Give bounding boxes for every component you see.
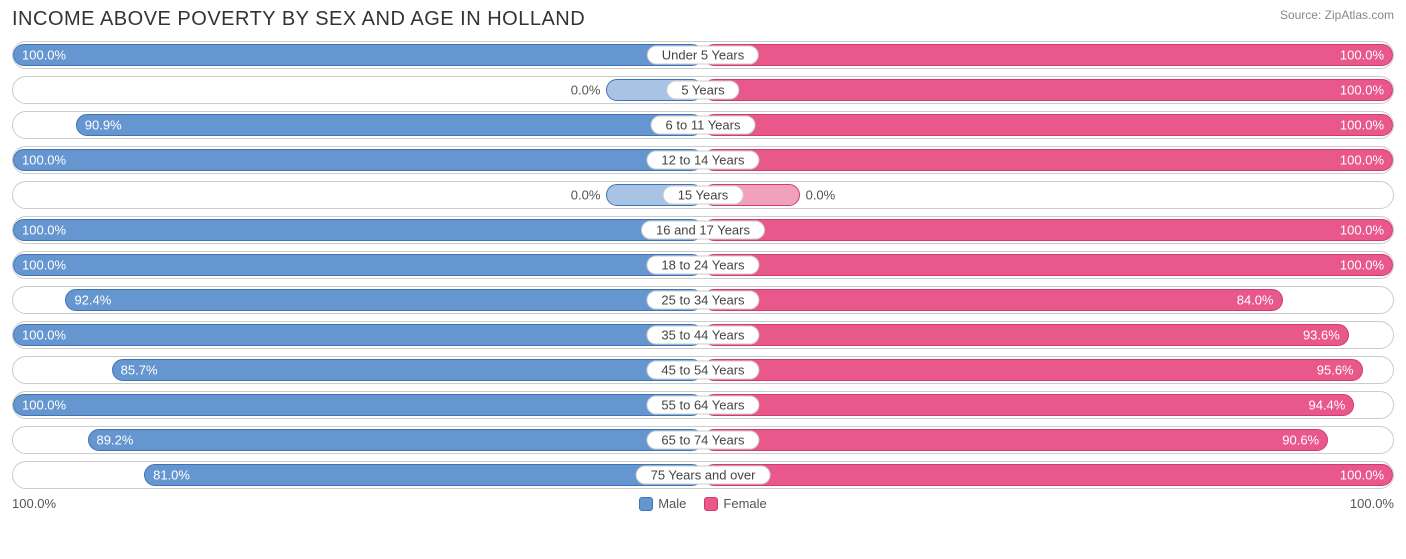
male-bar: 89.2% [88, 429, 703, 451]
category-label: 16 and 17 Years [641, 221, 765, 240]
male-value-label: 100.0% [22, 48, 66, 63]
chart-row: 100.0% 93.6% 35 to 44 Years [12, 321, 1394, 349]
category-label: 65 to 74 Years [646, 431, 759, 450]
male-value-label: 100.0% [22, 398, 66, 413]
male-bar: 81.0% [144, 464, 703, 486]
male-value-label: 0.0% [571, 188, 601, 203]
category-label: 6 to 11 Years [651, 116, 756, 135]
female-bar: 100.0% [703, 254, 1393, 276]
category-label: 15 Years [663, 186, 744, 205]
chart-row: 0.0% 100.0% 5 Years [12, 76, 1394, 104]
female-value-label: 100.0% [1340, 468, 1384, 483]
female-value-label: 94.4% [1308, 398, 1345, 413]
legend-male-label: Male [658, 496, 686, 511]
chart-header: INCOME ABOVE POVERTY BY SEX AND AGE IN H… [12, 8, 1394, 31]
female-bar: 100.0% [703, 44, 1393, 66]
chart-row: 90.9% 100.0% 6 to 11 Years [12, 111, 1394, 139]
chart-row: 0.0% 0.0% 15 Years [12, 181, 1394, 209]
female-value-label: 100.0% [1340, 48, 1384, 63]
category-label: 75 Years and over [636, 466, 771, 485]
chart-row: 100.0% 100.0% 16 and 17 Years [12, 216, 1394, 244]
male-value-label: 89.2% [97, 433, 134, 448]
female-bar: 84.0% [703, 289, 1283, 311]
female-value-label: 100.0% [1340, 83, 1384, 98]
legend-female: Female [704, 496, 766, 511]
chart-legend: Male Female [639, 496, 767, 511]
female-value-label: 100.0% [1340, 153, 1384, 168]
male-bar: 92.4% [65, 289, 703, 311]
category-label: Under 5 Years [647, 46, 759, 65]
male-bar: 100.0% [13, 324, 703, 346]
legend-male-swatch [639, 497, 653, 511]
male-value-label: 100.0% [22, 153, 66, 168]
axis-left-label: 100.0% [12, 496, 56, 511]
female-value-label: 100.0% [1340, 118, 1384, 133]
category-label: 45 to 54 Years [646, 361, 759, 380]
chart-row: 92.4% 84.0% 25 to 34 Years [12, 286, 1394, 314]
chart-axis: 100.0% Male Female 100.0% [12, 496, 1394, 511]
male-value-label: 81.0% [153, 468, 190, 483]
axis-right-label: 100.0% [1350, 496, 1394, 511]
male-bar: 100.0% [13, 394, 703, 416]
male-value-label: 100.0% [22, 223, 66, 238]
legend-male: Male [639, 496, 686, 511]
female-bar: 100.0% [703, 149, 1393, 171]
female-value-label: 100.0% [1340, 258, 1384, 273]
chart-row: 100.0% 94.4% 55 to 64 Years [12, 391, 1394, 419]
female-value-label: 95.6% [1317, 363, 1354, 378]
female-bar: 94.4% [703, 394, 1354, 416]
chart-source: Source: ZipAtlas.com [1280, 8, 1394, 22]
category-label: 18 to 24 Years [646, 256, 759, 275]
male-value-label: 100.0% [22, 328, 66, 343]
male-bar: 85.7% [112, 359, 703, 381]
female-bar: 93.6% [703, 324, 1349, 346]
female-value-label: 93.6% [1303, 328, 1340, 343]
female-bar: 90.6% [703, 429, 1328, 451]
female-value-label: 100.0% [1340, 223, 1384, 238]
chart-row: 89.2% 90.6% 65 to 74 Years [12, 426, 1394, 454]
male-bar: 100.0% [13, 254, 703, 276]
chart-row: 100.0% 100.0% 18 to 24 Years [12, 251, 1394, 279]
male-value-label: 0.0% [571, 83, 601, 98]
male-value-label: 90.9% [85, 118, 122, 133]
category-label: 55 to 64 Years [646, 396, 759, 415]
category-label: 35 to 44 Years [646, 326, 759, 345]
legend-female-swatch [704, 497, 718, 511]
category-label: 25 to 34 Years [646, 291, 759, 310]
female-bar: 100.0% [703, 114, 1393, 136]
male-bar: 100.0% [13, 149, 703, 171]
chart-row: 100.0% 100.0% 12 to 14 Years [12, 146, 1394, 174]
female-bar: 100.0% [703, 219, 1393, 241]
male-value-label: 100.0% [22, 258, 66, 273]
legend-female-label: Female [723, 496, 766, 511]
female-bar: 100.0% [703, 464, 1393, 486]
female-value-label: 90.6% [1282, 433, 1319, 448]
female-bar: 95.6% [703, 359, 1363, 381]
male-bar: 100.0% [13, 44, 703, 66]
male-bar: 90.9% [76, 114, 703, 136]
female-bar: 100.0% [703, 79, 1393, 101]
diverging-bar-chart: 100.0% 100.0% Under 5 Years 0.0% 100.0% 5 Yea… [12, 41, 1394, 489]
category-label: 12 to 14 Years [646, 151, 759, 170]
female-value-label: 84.0% [1237, 293, 1274, 308]
chart-title: INCOME ABOVE POVERTY BY SEX AND AGE IN H… [12, 8, 585, 31]
chart-row: 100.0% 100.0% Under 5 Years [12, 41, 1394, 69]
category-label: 5 Years [666, 81, 739, 100]
male-value-label: 85.7% [121, 363, 158, 378]
chart-row: 81.0% 100.0% 75 Years and over [12, 461, 1394, 489]
female-value-label: 0.0% [806, 188, 836, 203]
male-value-label: 92.4% [74, 293, 111, 308]
male-bar: 100.0% [13, 219, 703, 241]
chart-row: 85.7% 95.6% 45 to 54 Years [12, 356, 1394, 384]
